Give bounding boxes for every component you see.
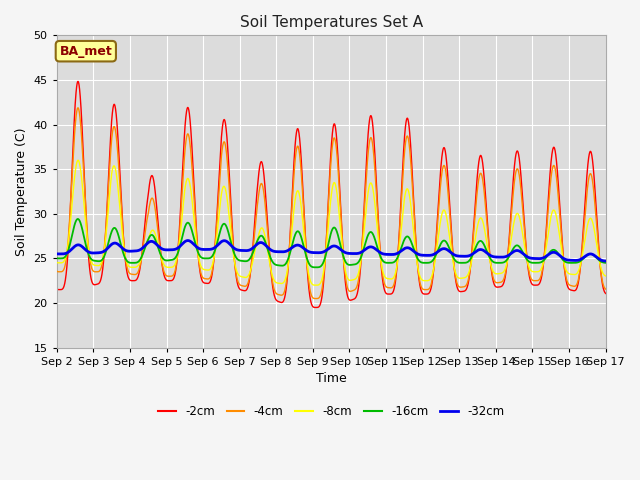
-2cm xyxy=(424,291,432,297)
-8cm xyxy=(602,273,609,279)
-2cm xyxy=(602,290,609,296)
-4cm xyxy=(312,296,320,301)
-16cm xyxy=(74,216,82,222)
-2cm xyxy=(53,286,61,291)
-16cm xyxy=(424,260,432,266)
-8cm xyxy=(53,260,61,265)
-8cm xyxy=(74,157,82,163)
Text: BA_met: BA_met xyxy=(60,45,112,58)
-32cm xyxy=(602,258,609,264)
-4cm xyxy=(602,286,609,291)
-4cm xyxy=(74,105,82,111)
-16cm xyxy=(311,264,319,270)
-4cm xyxy=(486,250,493,256)
-16cm xyxy=(602,260,609,265)
Line: -32cm: -32cm xyxy=(57,240,605,261)
-4cm xyxy=(311,296,319,301)
-16cm xyxy=(312,264,320,270)
-32cm xyxy=(311,250,319,255)
-2cm xyxy=(152,192,159,197)
X-axis label: Time: Time xyxy=(316,372,347,385)
-4cm xyxy=(152,208,159,214)
-2cm xyxy=(74,79,82,84)
-4cm xyxy=(602,286,609,292)
Line: -2cm: -2cm xyxy=(57,82,605,308)
-4cm xyxy=(53,268,61,274)
Line: -16cm: -16cm xyxy=(57,219,605,267)
-32cm xyxy=(152,240,159,246)
-8cm xyxy=(454,275,462,281)
Line: -4cm: -4cm xyxy=(57,108,605,299)
-2cm xyxy=(486,249,493,254)
Title: Soil Temperatures Set A: Soil Temperatures Set A xyxy=(239,15,423,30)
-16cm xyxy=(454,260,462,265)
-4cm xyxy=(454,283,462,289)
-32cm xyxy=(454,253,462,259)
-2cm xyxy=(312,305,320,311)
-32cm xyxy=(486,252,493,258)
-8cm xyxy=(602,273,609,279)
Line: -8cm: -8cm xyxy=(57,160,605,285)
-2cm xyxy=(454,288,462,293)
-2cm xyxy=(311,305,319,311)
-16cm xyxy=(486,254,493,260)
-2cm xyxy=(602,290,609,296)
-16cm xyxy=(602,260,609,266)
-8cm xyxy=(311,282,319,288)
-8cm xyxy=(152,232,159,238)
Y-axis label: Soil Temperature (C): Soil Temperature (C) xyxy=(15,127,28,256)
-32cm xyxy=(424,252,432,258)
-32cm xyxy=(184,238,192,243)
-16cm xyxy=(53,255,61,261)
-32cm xyxy=(53,251,61,257)
Legend: -2cm, -4cm, -8cm, -16cm, -32cm: -2cm, -4cm, -8cm, -16cm, -32cm xyxy=(153,400,509,423)
-8cm xyxy=(312,282,320,288)
-32cm xyxy=(601,258,609,264)
-4cm xyxy=(424,287,432,292)
-8cm xyxy=(424,278,432,284)
-8cm xyxy=(486,256,493,262)
-16cm xyxy=(152,237,159,243)
